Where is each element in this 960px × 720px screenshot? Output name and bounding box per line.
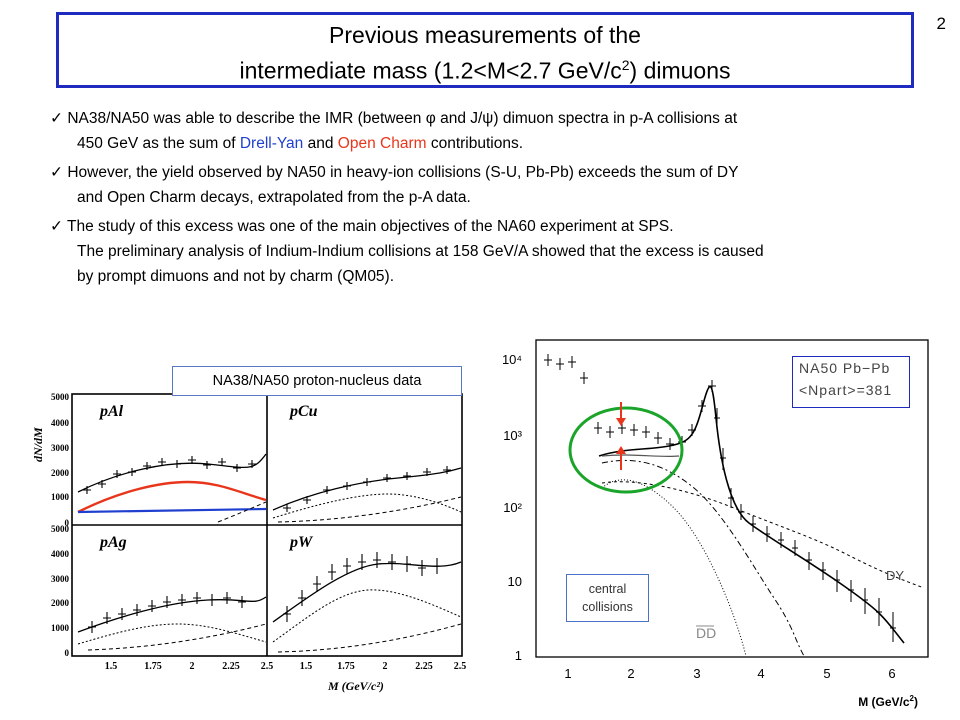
x-tick: 6 xyxy=(888,666,895,681)
y-tick: 1 xyxy=(515,648,522,663)
x-tick: 2 xyxy=(627,666,634,681)
dy-label: DY xyxy=(886,568,904,583)
x-tick: 1.75 xyxy=(144,661,162,672)
x-tick: 2 xyxy=(190,661,195,672)
y-tick: 10³ xyxy=(503,428,522,443)
y-tick: 0 xyxy=(65,518,70,528)
y-tick: 10 xyxy=(508,574,522,589)
panel-label: pW xyxy=(288,534,314,551)
bullet-1: ✓ NA38/NA50 was able to describe the IMR… xyxy=(50,110,738,152)
y-tick: 3000 xyxy=(51,443,70,453)
y-tick: 2000 xyxy=(51,598,70,608)
x-tick: 1.5 xyxy=(300,661,313,672)
y-tick: 10² xyxy=(503,500,522,515)
x-tick: 1.5 xyxy=(105,661,118,672)
bullet-3: ✓ The study of this excess was one of th… xyxy=(50,218,764,285)
y-tick: 5000 xyxy=(51,392,70,402)
panel-label: pAl xyxy=(98,403,124,420)
x-tick: 1 xyxy=(564,666,571,681)
y-tick: 1000 xyxy=(51,623,70,633)
slide-title: Previous measurements of the intermediat… xyxy=(56,12,914,88)
na50-legend-box: NA50 Pb−Pb <Npart>=381 xyxy=(792,356,910,408)
x-axis-label: M (GeV/c²) xyxy=(327,679,384,693)
check-icon: ✓ xyxy=(50,110,63,127)
x-tick: 2.5 xyxy=(261,661,274,672)
mass-axis-label: M (GeV/c2) xyxy=(858,694,918,709)
bullet-2: ✓ However, the yield observed by NA50 in… xyxy=(50,164,739,206)
check-icon: ✓ xyxy=(50,164,63,181)
x-tick: 2 xyxy=(383,661,388,672)
x-tick: 4 xyxy=(757,666,764,681)
x-tick: 2.5 xyxy=(454,661,467,672)
y-tick: 4000 xyxy=(51,418,70,428)
pa-data-caption: NA38/NA50 proton-nucleus data xyxy=(172,366,462,396)
x-tick: 2.25 xyxy=(415,661,433,672)
drell-yan-term: Drell-Yan xyxy=(239,135,304,152)
x-tick: 1.75 xyxy=(337,661,355,672)
y-tick: 2000 xyxy=(51,468,70,478)
y-tick: 10⁴ xyxy=(502,352,522,367)
y-tick: 4000 xyxy=(51,549,70,559)
y-axis-label: dN/dM xyxy=(31,427,45,462)
pa-panels-figure: dN/dM 5000 4000 3000 2000 1000 0 5000 40… xyxy=(31,392,467,693)
open-charm-term: Open Charm xyxy=(337,135,427,152)
x-tick: 3 xyxy=(693,666,700,681)
dd-label: DD xyxy=(696,625,716,641)
panel-label: pCu xyxy=(288,403,318,420)
panel-label: pAg xyxy=(98,534,127,551)
check-icon: ✓ xyxy=(50,218,63,235)
y-tick: 3000 xyxy=(51,574,70,584)
central-collisions-label: central collisions xyxy=(566,574,649,622)
title-line-2: intermediate mass (1.2<M<2.7 GeV/c2) dim… xyxy=(239,57,731,84)
x-tick: 5 xyxy=(823,666,830,681)
y-tick: 5000 xyxy=(51,524,70,534)
slide-number: 2 xyxy=(936,14,946,33)
y-tick: 1000 xyxy=(51,492,70,502)
y-tick: 0 xyxy=(65,648,70,658)
x-tick: 2.25 xyxy=(222,661,240,672)
title-line-1: Previous measurements of the xyxy=(329,22,641,48)
bullet-list: ✓ NA38/NA50 was able to describe the IMR… xyxy=(50,106,920,293)
